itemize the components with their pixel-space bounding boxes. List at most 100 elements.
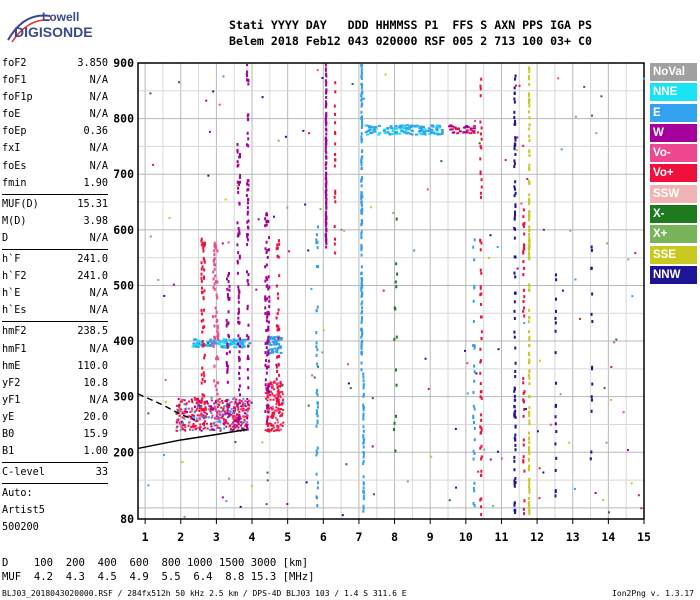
echo-point [276, 355, 279, 359]
echo-point [568, 441, 571, 444]
echo-point [216, 403, 219, 406]
echo-point [265, 263, 268, 267]
echo-point [228, 288, 231, 292]
echo-point [235, 418, 238, 421]
echo-point [333, 104, 336, 108]
echo-point [479, 87, 482, 91]
header-field-names: Stati YYYY DAY DDD HHMMSS P1 FFS S AXN P… [229, 18, 592, 32]
param-value: N/A [89, 160, 108, 172]
echo-point [522, 459, 525, 463]
echo-point [362, 486, 365, 490]
echo-point [210, 397, 213, 400]
echo-point [469, 132, 473, 135]
echo-point [360, 302, 363, 306]
echo-point [514, 425, 517, 429]
echo-point [185, 403, 188, 406]
echo-point [277, 425, 280, 428]
echo-point [324, 175, 327, 179]
echo-point [264, 224, 267, 228]
echo-point [238, 290, 241, 294]
header-field-values: Belem 2018 Feb12 043 020000 RSF 005 2 71… [229, 34, 592, 48]
echo-point [429, 131, 433, 134]
echo-point [277, 336, 280, 340]
echo-point [217, 417, 220, 420]
echo-point [522, 455, 525, 459]
echo-point [246, 238, 249, 242]
echo-point [230, 407, 233, 410]
echo-point [270, 350, 274, 353]
echo-point [361, 91, 364, 95]
echo-point [278, 410, 281, 413]
echo-point [436, 133, 440, 136]
echo-point [238, 358, 241, 362]
echo-point [472, 390, 475, 394]
echo-point [522, 288, 525, 292]
echo-point [528, 92, 531, 96]
echo-point [528, 101, 531, 105]
echo-point [272, 381, 275, 384]
echo-point [528, 254, 531, 258]
echo-point [267, 348, 271, 351]
echo-point [190, 417, 193, 420]
echo-point [177, 419, 180, 422]
echo-point [277, 389, 280, 393]
echo-point [513, 411, 516, 415]
legend-item-w: W [650, 123, 697, 142]
echo-point [324, 100, 327, 104]
echo-point [275, 403, 278, 406]
echo-point [325, 180, 328, 184]
echo-point [214, 263, 217, 267]
echo-point [188, 400, 191, 403]
echo-point [214, 314, 217, 318]
y-tick-label: 900 [113, 56, 134, 70]
echo-point [528, 247, 531, 251]
echo-point [325, 102, 328, 106]
echo-point [480, 428, 483, 432]
echo-point [238, 384, 241, 388]
echo-point [362, 429, 365, 433]
echo-point [480, 396, 483, 400]
echo-point [480, 330, 483, 334]
echo-point [362, 434, 365, 438]
echo-point [466, 392, 469, 395]
echo-point [479, 293, 482, 297]
echo-point [317, 365, 320, 368]
echo-point [325, 80, 328, 84]
echo-point [277, 400, 280, 404]
echo-point [528, 458, 531, 462]
echo-point [168, 216, 171, 219]
echo-point [192, 342, 196, 345]
echo-point [234, 409, 237, 412]
echo-point [238, 414, 241, 418]
echo-point [324, 210, 327, 214]
echo-point [227, 398, 230, 401]
echo-point [395, 285, 398, 289]
echo-point [222, 338, 226, 341]
echo-point [281, 399, 284, 402]
echo-point [527, 74, 530, 78]
echo-point [247, 386, 250, 390]
echo-point [514, 433, 517, 437]
echo-point [361, 138, 364, 142]
echo-point [276, 421, 279, 424]
echo-point [513, 110, 516, 114]
echo-point [238, 344, 241, 348]
echo-point [237, 371, 240, 375]
x-tick-label: 3 [213, 530, 220, 544]
echo-point [360, 75, 363, 79]
echo-point [415, 124, 419, 127]
echo-point [528, 452, 531, 456]
echo-point [310, 287, 313, 290]
echo-point [213, 338, 217, 341]
echo-point [362, 403, 365, 407]
echo-point [245, 409, 248, 412]
echo-point [513, 194, 516, 198]
echo-point [276, 243, 279, 247]
echo-point [360, 316, 363, 320]
echo-point [527, 179, 530, 183]
echo-point [202, 422, 205, 426]
echo-point [193, 345, 197, 348]
echo-point [360, 156, 363, 160]
echo-point [466, 126, 470, 129]
echo-point [220, 416, 223, 419]
